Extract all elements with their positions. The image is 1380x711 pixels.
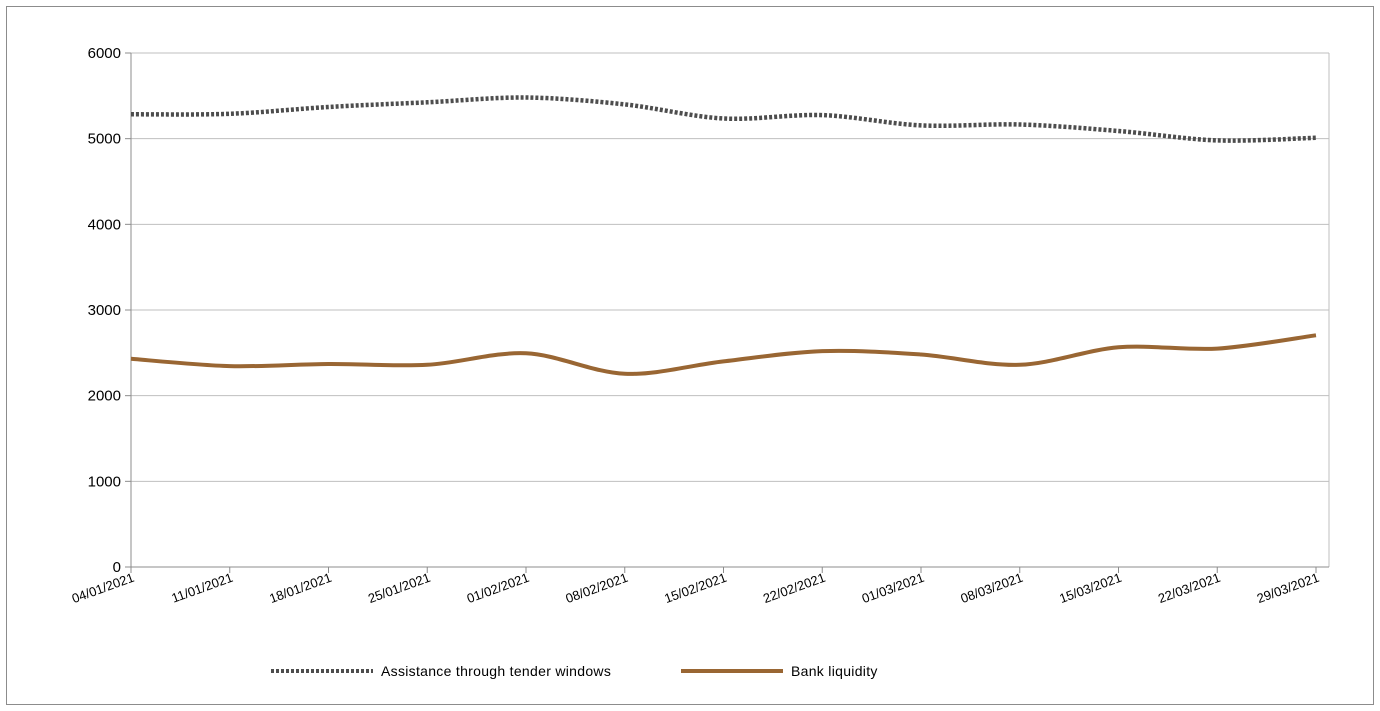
- x-tick-label-9: 08/03/2021: [958, 570, 1024, 606]
- y-axis-ticks: 0 1000 2000 3000 4000 5000 6000: [88, 45, 131, 576]
- y-tick-label-1: 1000: [88, 473, 121, 490]
- x-tick-label-0: 04/01/2021: [70, 570, 136, 606]
- y-tick-label-2: 2000: [88, 388, 121, 405]
- y-tick-label-4: 4000: [88, 216, 121, 233]
- x-axis-ticks: 04/01/2021 11/01/2021 18/01/2021 25/01/2021…: [70, 567, 1321, 606]
- series-line-1: [130, 333, 1317, 376]
- gridlines: [131, 52, 1330, 567]
- chart-frame: [6, 6, 1374, 705]
- x-tick-label-8: 01/03/2021: [860, 570, 926, 606]
- legend: Assistance through tender windows Bank li…: [271, 663, 878, 679]
- x-tick-label-10: 15/03/2021: [1057, 570, 1123, 606]
- x-tick-label-7: 22/02/2021: [761, 570, 827, 606]
- y-tick-label-6: 6000: [88, 45, 121, 62]
- x-tick-label-11: 22/03/2021: [1156, 570, 1222, 606]
- x-tick-label-5: 08/02/2021: [563, 570, 629, 606]
- y-tick-label-0: 0: [113, 559, 121, 576]
- series-line-0: [130, 95, 1317, 143]
- x-tick-label-12: 29/03/2021: [1255, 570, 1321, 606]
- x-tick-label-6: 15/02/2021: [662, 570, 728, 606]
- x-tick-label-4: 01/02/2021: [465, 570, 531, 606]
- legend-label-0: Assistance through tender windows: [381, 663, 611, 679]
- series-lines: [130, 95, 1317, 376]
- y-tick-label-5: 5000: [88, 131, 121, 148]
- x-tick-label-3: 25/01/2021: [366, 570, 432, 606]
- legend-label-1: Bank liquidity: [791, 663, 878, 679]
- x-tick-label-2: 18/01/2021: [267, 570, 333, 606]
- y-tick-label-3: 3000: [88, 302, 121, 319]
- x-tick-label-1: 11/01/2021: [169, 570, 234, 606]
